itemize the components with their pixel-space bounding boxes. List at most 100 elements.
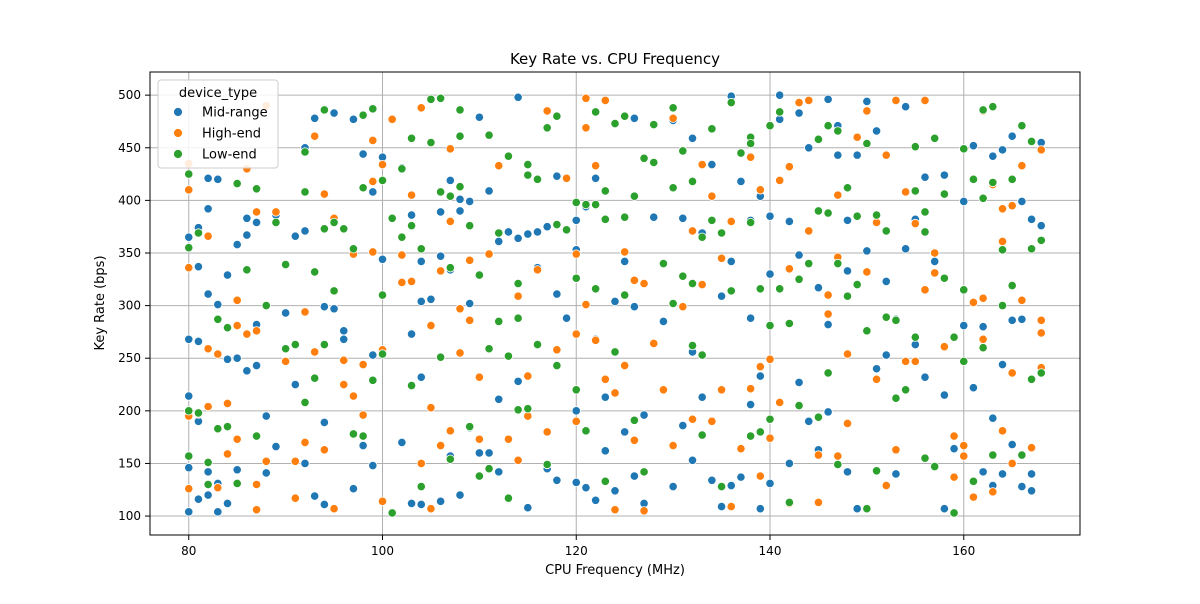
data-point <box>823 290 833 300</box>
data-point <box>871 126 882 136</box>
data-point <box>1007 131 1017 141</box>
data-point <box>726 256 736 267</box>
data-point <box>377 349 388 359</box>
legend-label: Mid-range <box>202 106 268 121</box>
data-point <box>348 114 359 124</box>
data-point <box>290 379 300 390</box>
data-point <box>823 319 833 330</box>
data-point <box>871 374 882 384</box>
data-point <box>513 92 523 102</box>
x-axis-label: CPU Frequency (MHz) <box>545 563 685 578</box>
data-point <box>561 313 572 323</box>
data-point <box>775 284 785 294</box>
data-point <box>184 451 194 461</box>
data-point <box>658 385 669 395</box>
data-point <box>484 249 494 259</box>
data-point <box>213 299 223 310</box>
data-point <box>193 494 204 504</box>
data-point <box>920 372 930 382</box>
data-point <box>436 93 446 103</box>
data-point <box>358 183 368 193</box>
data-point <box>455 131 465 141</box>
y-tick-label: 400 <box>118 193 141 207</box>
data-point <box>445 175 455 185</box>
data-point <box>920 285 930 295</box>
data-point <box>513 291 523 301</box>
data-point <box>697 160 707 170</box>
data-point <box>416 296 426 306</box>
data-point <box>687 414 698 424</box>
legend-marker <box>173 128 183 138</box>
data-point <box>755 371 765 381</box>
data-point <box>416 244 426 254</box>
data-point <box>261 411 271 421</box>
data-point <box>600 476 610 486</box>
data-point <box>581 483 591 493</box>
data-point <box>368 247 378 257</box>
data-point <box>678 420 688 431</box>
data-point <box>465 196 475 207</box>
data-point <box>959 356 969 366</box>
data-point <box>203 344 213 354</box>
data-point <box>319 499 329 510</box>
data-point <box>319 339 329 350</box>
legend-marker <box>173 149 183 159</box>
data-point <box>891 445 901 455</box>
data-point <box>310 131 320 141</box>
data-point <box>600 446 610 456</box>
data-point <box>901 102 911 112</box>
data-point <box>532 265 543 275</box>
data-point <box>910 142 920 152</box>
data-point <box>794 108 804 118</box>
data-point <box>939 273 949 283</box>
data-point <box>939 504 949 514</box>
data-point <box>746 313 756 323</box>
data-point <box>1017 481 1027 492</box>
data-point <box>193 336 204 346</box>
data-point <box>271 217 281 228</box>
data-point <box>416 458 426 469</box>
data-point <box>222 354 233 364</box>
data-point <box>833 459 843 470</box>
data-point <box>474 434 484 444</box>
data-point <box>939 170 949 180</box>
data-point <box>842 291 853 301</box>
data-point <box>707 124 717 134</box>
data-point <box>445 426 455 436</box>
data-point <box>222 398 233 409</box>
y-tick-label: 200 <box>118 404 141 418</box>
data-point <box>203 231 213 241</box>
data-point <box>465 255 475 265</box>
data-point <box>968 297 979 308</box>
data-point <box>474 270 484 280</box>
data-point <box>436 207 446 217</box>
y-tick-label: 100 <box>118 509 141 523</box>
data-point <box>1036 368 1046 378</box>
data-point <box>184 263 194 273</box>
data-point <box>668 440 678 451</box>
data-point <box>891 95 901 106</box>
data-point <box>949 332 959 342</box>
data-point <box>862 504 872 514</box>
data-point <box>416 499 426 510</box>
data-point <box>503 434 514 444</box>
data-point <box>620 290 630 300</box>
data-point <box>968 383 979 393</box>
data-point <box>736 148 746 158</box>
data-point <box>494 467 504 477</box>
data-point <box>465 298 475 309</box>
data-point <box>513 376 523 386</box>
axis-ticks: 80 100 120 140 160 100 150 200 250 300 350 400 450 50… <box>118 88 975 558</box>
data-point <box>358 431 368 441</box>
data-point <box>532 339 543 350</box>
data-point <box>184 391 194 401</box>
data-point <box>1036 221 1046 231</box>
data-point <box>523 371 533 381</box>
data-point <box>920 453 930 463</box>
data-point <box>368 187 378 197</box>
y-tick-label: 150 <box>118 456 141 470</box>
data-point <box>1017 121 1027 131</box>
data-point <box>639 506 649 516</box>
data-point <box>697 350 707 360</box>
data-point <box>571 249 581 259</box>
